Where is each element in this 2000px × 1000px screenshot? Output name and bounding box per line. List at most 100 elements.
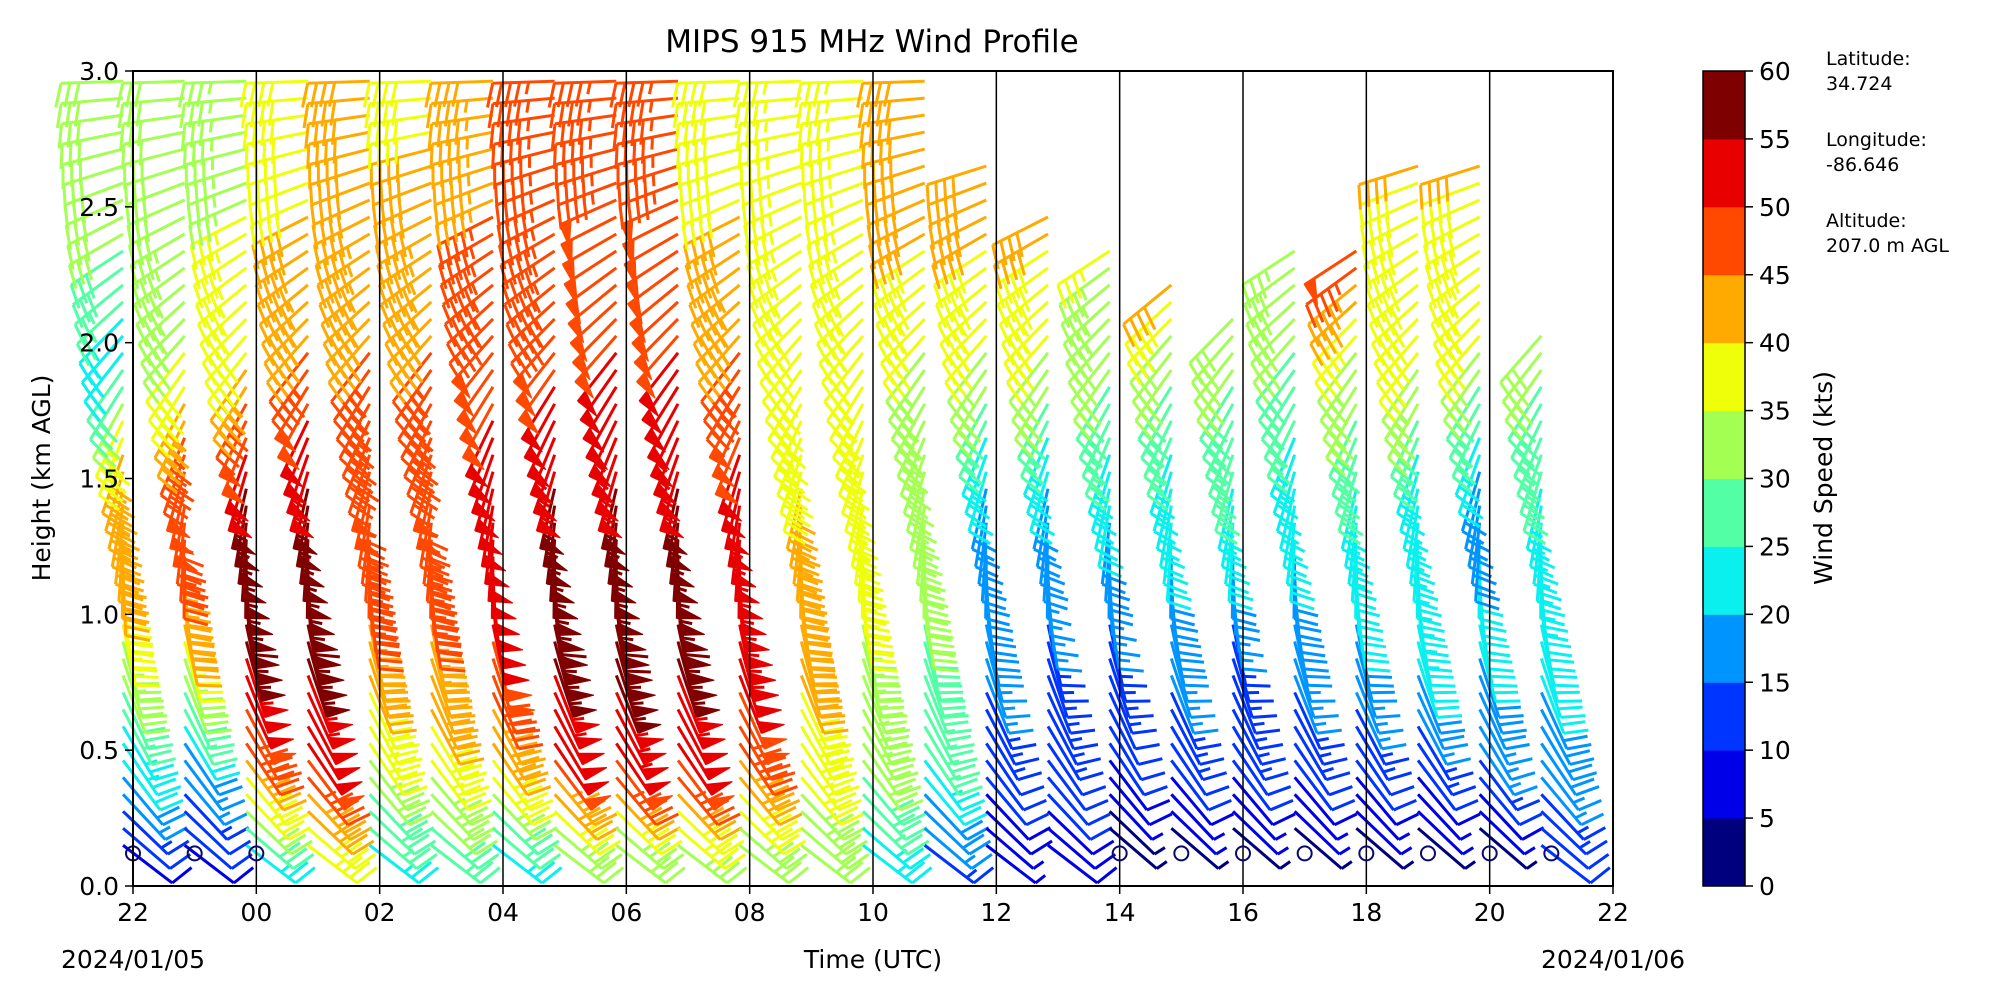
wind-barb [306, 674, 354, 734]
wind-barb [450, 334, 495, 399]
wind-barb [662, 488, 688, 556]
wind-barb [585, 403, 618, 471]
calm-marker [1481, 845, 1498, 862]
wind-barbs-layer [54, 79, 1611, 885]
wind-barb [1067, 334, 1111, 404]
wind-barb [1460, 471, 1487, 546]
calm-marker [1235, 845, 1251, 862]
wind-barb [1416, 810, 1475, 856]
wind-barb [754, 300, 803, 367]
wind-barb [612, 113, 679, 149]
wind-barb [69, 249, 124, 309]
wind-barb [542, 505, 568, 572]
wind-barb [1241, 249, 1296, 309]
wind-barb [122, 844, 193, 885]
wind-barb [1046, 691, 1099, 751]
wind-barb [1169, 691, 1222, 751]
wind-barb [1478, 691, 1530, 751]
y-axis-ticks: 0.0 0.5 1.0 1.5 2.0 2.5 3.0 [79, 57, 133, 901]
wind-barb [553, 827, 623, 870]
wind-barb [676, 793, 743, 841]
wind-barb [615, 793, 682, 841]
wind-barb [799, 674, 849, 735]
wind-barb [1108, 708, 1163, 766]
wind-barb [1478, 641, 1521, 703]
wind-barb [923, 776, 988, 827]
colorbar-tick-label: 30 [1759, 465, 1791, 494]
wind-barb [304, 113, 370, 149]
wind-barb [523, 403, 556, 471]
wind-barb [1108, 827, 1168, 870]
wind-barb [1149, 454, 1176, 529]
wind-barb [526, 420, 557, 488]
wind-barb [553, 658, 597, 719]
wind-barb [292, 488, 318, 556]
wind-barb [1416, 742, 1477, 797]
wind-barb [539, 488, 565, 556]
wind-barb [1539, 658, 1586, 719]
wind-barb [899, 437, 929, 511]
wind-barb [1046, 674, 1096, 735]
wind-barb [985, 759, 1047, 812]
wind-barb [1293, 827, 1353, 870]
wind-barb [1354, 641, 1398, 703]
wind-barb [1231, 725, 1289, 782]
colorbar-segment [1703, 274, 1745, 344]
wind-barb [1539, 691, 1592, 751]
wind-barb [183, 776, 248, 827]
wind-barb [61, 147, 124, 190]
wind-barb [1501, 351, 1543, 423]
wind-barb [1540, 844, 1611, 885]
wind-barb [384, 300, 433, 367]
wind-barb [183, 793, 250, 841]
wind-barb [1058, 266, 1111, 329]
wind-barb [1231, 793, 1287, 841]
wind-barb [192, 249, 248, 309]
wind-barb [1416, 793, 1472, 841]
wind-barb [861, 742, 922, 797]
wind-barb [1170, 708, 1225, 766]
wind-barb [368, 742, 428, 797]
wind-barb [738, 641, 780, 702]
wind-barb [615, 725, 669, 781]
wind-barb [1124, 300, 1173, 367]
x-tick-label: 16 [1227, 898, 1259, 927]
wind-barb [1355, 810, 1413, 856]
wind-barb [925, 164, 987, 210]
wind-barb [71, 266, 124, 329]
wind-barb [985, 793, 1052, 841]
wind-barb [230, 488, 256, 556]
wind-barb [686, 249, 741, 309]
altitude-value: 207.0 m AGL [1826, 235, 1949, 257]
wind-barb [923, 810, 992, 856]
wind-barb [738, 793, 805, 841]
wind-barb [746, 232, 803, 290]
latitude-value: 34.724 [1826, 73, 1893, 95]
wind-barb [245, 810, 313, 856]
wind-barb [800, 742, 860, 797]
wind-barb [491, 810, 560, 856]
wind-barb [183, 742, 243, 797]
wind-barb [245, 759, 307, 812]
wind-barb [1307, 283, 1358, 348]
wind-barb [738, 827, 808, 870]
wind-barb [1416, 725, 1474, 782]
colorbar-tick-label: 0 [1759, 872, 1775, 901]
wind-barb [811, 266, 864, 329]
wind-barb [1247, 300, 1296, 367]
wind-barb [456, 368, 495, 435]
wind-barb [1355, 725, 1413, 782]
wind-barb [1046, 759, 1109, 812]
longitude-info: Longitude: -86.646 [1826, 128, 1927, 178]
wind-barb [1231, 776, 1296, 827]
wind-barb [991, 215, 1049, 270]
wind-barb [368, 759, 431, 812]
colorbar-tick-label: 15 [1759, 668, 1791, 697]
wind-barb [54, 79, 124, 108]
wind-barb [430, 793, 497, 841]
wind-barb [862, 844, 933, 885]
wind-barb [1169, 658, 1216, 719]
wind-barb [131, 249, 186, 309]
wind-barb [59, 130, 124, 170]
wind-barb [676, 725, 731, 781]
